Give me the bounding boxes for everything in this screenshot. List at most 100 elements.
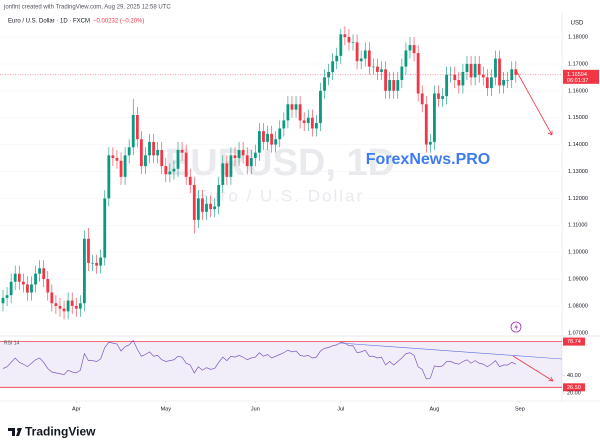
candle-body xyxy=(327,71,330,78)
candle-body xyxy=(9,281,13,296)
credit: jonfint created with TradingView.com, Au… xyxy=(3,5,171,11)
candle-body xyxy=(62,308,66,312)
y-tick-label: 1.09000 xyxy=(568,277,588,283)
y-tick-label: 1.15000 xyxy=(568,115,588,121)
candle-body xyxy=(416,53,420,94)
candle-body xyxy=(1,297,5,304)
candle-body xyxy=(54,303,58,306)
candle-body xyxy=(437,93,440,99)
arrow-head xyxy=(547,130,553,136)
candle-body xyxy=(408,45,412,51)
candle-body xyxy=(17,273,21,282)
candle-body xyxy=(233,155,237,159)
candle-body xyxy=(78,303,82,309)
candle-body xyxy=(306,117,310,124)
candle-body xyxy=(111,155,115,159)
candle-body xyxy=(343,34,347,38)
candle-body xyxy=(213,206,217,210)
candle-body xyxy=(347,37,351,43)
trend-line xyxy=(339,342,563,360)
candle-body xyxy=(144,155,147,167)
candle-body xyxy=(323,77,326,91)
candle-body xyxy=(445,74,449,97)
watermark-description: Euro / U.S. Dollar xyxy=(196,186,364,205)
candle-body xyxy=(180,149,184,153)
candle-body xyxy=(99,257,103,266)
candle-body xyxy=(506,80,510,81)
candle-body xyxy=(70,300,74,306)
x-tick-label: Aug xyxy=(430,406,440,412)
y-tick-label: 1.11000 xyxy=(568,223,587,229)
candle-body xyxy=(433,93,436,142)
candle-body xyxy=(314,123,318,129)
candle-body xyxy=(428,141,432,145)
y-tick-label: 1.12000 xyxy=(568,196,588,202)
candle-body xyxy=(176,149,180,169)
candle-body xyxy=(481,74,485,78)
candle-body xyxy=(339,34,343,56)
candle-body xyxy=(453,74,457,81)
candle-body xyxy=(302,120,306,124)
candle-body xyxy=(152,141,155,156)
candle-body xyxy=(477,63,481,75)
candle-body xyxy=(502,80,506,86)
candle-body xyxy=(50,292,54,304)
candle-body xyxy=(123,155,127,177)
level-box xyxy=(563,337,585,346)
last-price-box xyxy=(563,69,599,84)
x-tick-label: Apr xyxy=(72,406,81,412)
candle-body xyxy=(164,166,168,175)
brand: ForexNews.PRO xyxy=(366,151,490,168)
candle-body xyxy=(363,50,367,59)
candle-body xyxy=(392,80,396,91)
currency: USD xyxy=(571,21,584,27)
candle-body xyxy=(87,238,90,263)
candle-body xyxy=(367,50,371,67)
y-tick-label: 40.00 xyxy=(567,373,581,379)
candle-body xyxy=(494,58,497,78)
candle-body xyxy=(38,268,42,274)
event-bolt xyxy=(514,323,518,331)
candle-body xyxy=(424,104,428,145)
watermark-symbol: EURUSD, 1D xyxy=(165,142,395,184)
candle-body xyxy=(384,69,387,91)
x-tick-label: May xyxy=(161,406,172,412)
y-tick-label: 20.00 xyxy=(567,390,581,396)
candle-body xyxy=(58,305,62,309)
candle-body xyxy=(221,163,225,185)
candle-body xyxy=(205,203,208,212)
candle-body xyxy=(21,281,25,285)
candle-body xyxy=(253,152,257,159)
price-change: −0.00232 (−0.20%) xyxy=(93,19,144,25)
level-label: 78.74 xyxy=(567,339,581,345)
candle-body xyxy=(249,158,253,167)
candle-body xyxy=(237,149,241,159)
candle-body xyxy=(319,90,322,124)
y-tick-label: 1.18000 xyxy=(568,34,588,40)
candle-body xyxy=(270,133,274,145)
candle-body xyxy=(245,155,249,167)
level-box xyxy=(563,383,585,392)
y-tick-label: 1.14000 xyxy=(568,142,588,148)
candle-body xyxy=(388,80,392,91)
x-tick-label: Jun xyxy=(251,406,260,412)
candle-body xyxy=(490,77,493,89)
candle-body xyxy=(139,139,143,167)
candle-body xyxy=(282,120,286,129)
arrow-line xyxy=(512,355,554,382)
candle-body xyxy=(160,149,164,167)
y-tick-label: 1.13000 xyxy=(568,169,588,175)
candle-body xyxy=(201,198,204,212)
candle-body xyxy=(404,50,408,67)
candle-body xyxy=(46,279,50,293)
candle-body xyxy=(30,284,33,293)
candle-body xyxy=(119,160,123,177)
candle-body xyxy=(172,168,176,172)
candle-body xyxy=(412,45,416,54)
candle-body xyxy=(34,273,37,285)
candle-body xyxy=(355,42,359,62)
y-tick-label: 1.10000 xyxy=(568,250,588,256)
candle-body xyxy=(420,93,424,105)
